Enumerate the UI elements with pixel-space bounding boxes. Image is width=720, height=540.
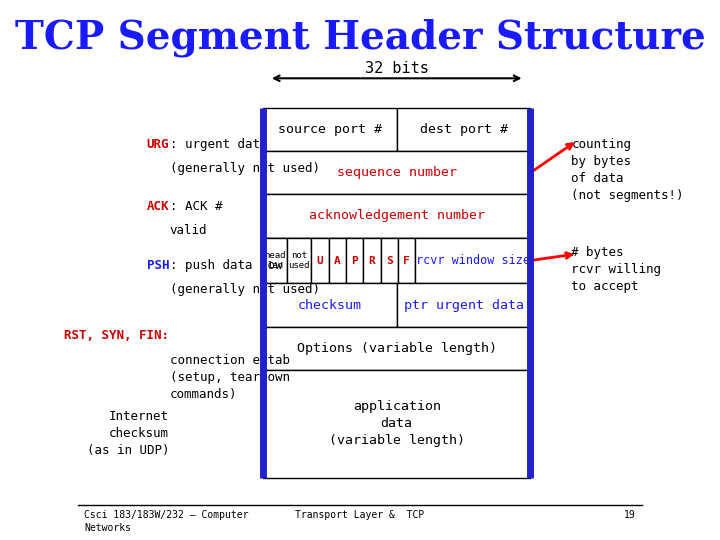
Text: valid: valid: [170, 224, 207, 237]
Bar: [328, 238, 346, 284]
Bar: [397, 108, 531, 151]
Text: dest port #: dest port #: [420, 123, 508, 136]
Text: : ACK #: : ACK #: [170, 200, 222, 213]
Text: 19: 19: [624, 510, 636, 521]
Bar: [381, 238, 398, 284]
Text: PSH: PSH: [147, 259, 169, 272]
Text: ACK: ACK: [147, 200, 169, 213]
Bar: [263, 284, 397, 327]
Text: Transport Layer &  TCP: Transport Layer & TCP: [295, 510, 425, 521]
Text: U: U: [317, 255, 323, 266]
Text: (generally not used): (generally not used): [170, 162, 320, 175]
Bar: [263, 370, 531, 478]
Text: sequence number: sequence number: [337, 166, 456, 179]
Text: R: R: [369, 255, 375, 266]
Text: ptr urgent data: ptr urgent data: [403, 299, 523, 312]
Bar: [398, 238, 415, 284]
Bar: [287, 238, 311, 284]
Text: not
used: not used: [289, 251, 310, 270]
Bar: [397, 284, 531, 327]
Text: checksum: checksum: [298, 299, 362, 312]
Bar: [346, 238, 364, 284]
Text: F: F: [403, 255, 410, 266]
Text: connection estab
(setup, teardown
commands): connection estab (setup, teardown comman…: [170, 354, 289, 401]
Text: counting
by bytes
of data
(not segments!): counting by bytes of data (not segments!…: [572, 138, 684, 202]
Text: Internet
checksum
(as in UDP): Internet checksum (as in UDP): [86, 410, 169, 457]
Text: S: S: [386, 255, 392, 266]
Bar: [263, 194, 531, 238]
Text: : urgent data: : urgent data: [170, 138, 267, 151]
Text: (generally not used): (generally not used): [170, 284, 320, 296]
Bar: [263, 151, 531, 194]
Text: acknowledgement number: acknowledgement number: [309, 210, 485, 222]
Text: rcvr window size: rcvr window size: [416, 254, 530, 267]
Bar: [415, 238, 531, 284]
Text: : push data now: : push data now: [170, 259, 282, 272]
Text: 32 bits: 32 bits: [365, 60, 428, 76]
Text: A: A: [334, 255, 341, 266]
Text: Options (variable length): Options (variable length): [297, 342, 497, 355]
Text: P: P: [351, 255, 358, 266]
Text: RST, SYN, FIN:: RST, SYN, FIN:: [64, 329, 169, 342]
Bar: [364, 238, 381, 284]
Bar: [263, 108, 397, 151]
Text: Csci 183/183W/232 – Computer
Networks: Csci 183/183W/232 – Computer Networks: [84, 510, 248, 532]
Text: URG: URG: [147, 138, 169, 151]
Text: TCP Segment Header Structure: TCP Segment Header Structure: [14, 18, 706, 57]
Text: head
len: head len: [264, 251, 286, 270]
Text: source port #: source port #: [278, 123, 382, 136]
Bar: [263, 238, 531, 284]
Text: application
data
(variable length): application data (variable length): [329, 400, 464, 448]
Text: # bytes
rcvr willing
to accept: # bytes rcvr willing to accept: [572, 246, 662, 293]
Bar: [263, 327, 531, 370]
Bar: [311, 238, 328, 284]
Bar: [263, 238, 287, 284]
